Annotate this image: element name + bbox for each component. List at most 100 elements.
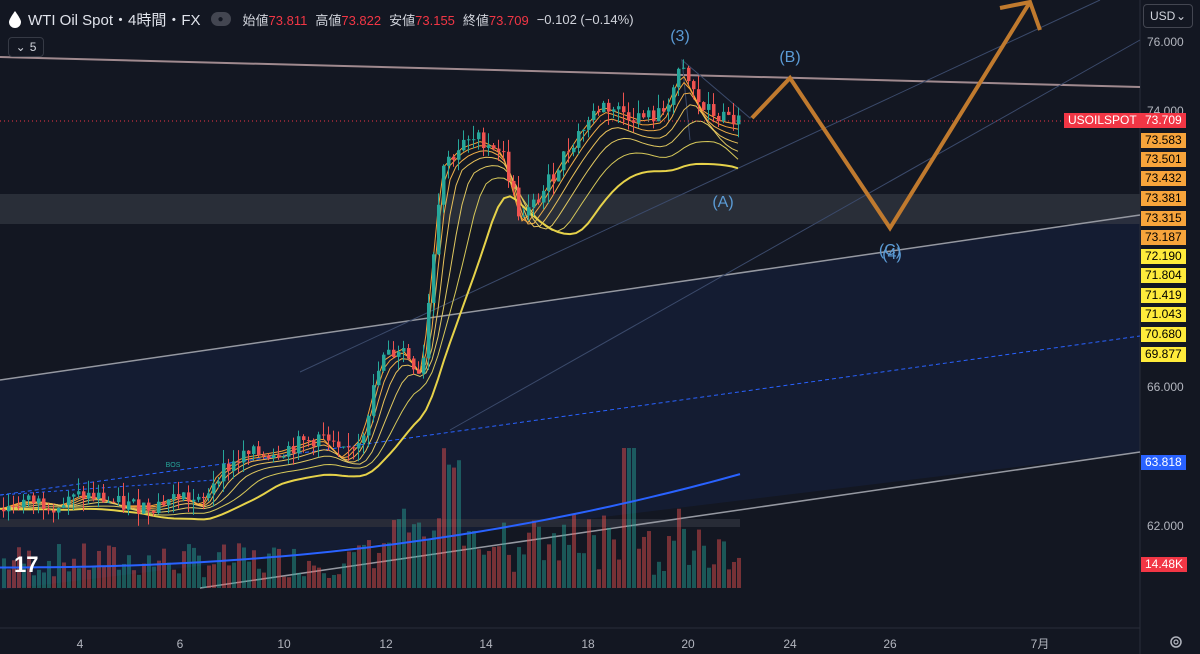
candle <box>512 180 516 188</box>
symbol-tag: USOILSPOT <box>1064 113 1141 128</box>
volume-bar <box>267 553 271 588</box>
candle <box>162 501 166 506</box>
candle <box>227 463 231 471</box>
volume-bar <box>467 531 471 588</box>
y-tick-label: 76.000 <box>1147 35 1184 49</box>
candle <box>62 505 66 508</box>
change-value: −0.102 (−0.14%) <box>536 11 634 27</box>
candle <box>507 151 511 181</box>
volume-bar <box>302 576 306 588</box>
volume-bar <box>447 464 451 588</box>
candle <box>267 455 271 458</box>
candle <box>82 491 86 499</box>
currency-select[interactable]: USD ⌄ <box>1143 4 1193 28</box>
candle <box>552 174 556 182</box>
volume-bar <box>152 566 156 588</box>
candle <box>142 502 146 514</box>
volume-bar <box>172 569 176 588</box>
volume-bar <box>472 530 476 588</box>
x-tick-label: 10 <box>277 637 291 651</box>
volume-bar <box>187 544 191 588</box>
low-value: 安値73.155 <box>389 12 455 28</box>
svg-text:17: 17 <box>14 552 38 577</box>
candle <box>52 510 56 513</box>
candle <box>197 496 201 500</box>
y-tick-label: 66.000 <box>1147 380 1184 394</box>
wave-label: (A) <box>712 194 733 211</box>
volume-bar <box>92 566 96 588</box>
candle <box>337 441 341 448</box>
volume-bar <box>387 542 391 588</box>
candle <box>102 492 106 502</box>
volume-bar <box>292 548 296 588</box>
volume-bar <box>247 561 251 588</box>
candle <box>387 349 391 355</box>
volume-bar <box>197 555 201 588</box>
volume-bar <box>322 573 326 588</box>
candle <box>617 106 621 110</box>
volume-bar <box>177 573 181 588</box>
gear-icon[interactable] <box>1168 634 1184 650</box>
candle <box>717 115 721 122</box>
candle <box>397 351 401 357</box>
candle <box>572 147 576 153</box>
candle <box>277 455 281 458</box>
channel-mid-line <box>0 335 1141 496</box>
candle <box>412 358 416 370</box>
candle <box>47 509 51 511</box>
candle <box>382 354 386 371</box>
volume-bar <box>577 552 581 588</box>
candle <box>182 492 186 500</box>
candle <box>92 492 96 499</box>
price-tag: 70.680 <box>1141 327 1186 342</box>
candle <box>252 446 256 455</box>
volume-bar <box>32 575 36 588</box>
candle <box>622 106 626 113</box>
volume-bar <box>567 544 571 588</box>
volume-bar <box>442 448 446 588</box>
volume-bar <box>67 571 71 588</box>
volume-bar <box>357 545 361 588</box>
candle <box>462 139 466 151</box>
candle <box>27 495 31 500</box>
candle <box>122 495 126 510</box>
candle <box>472 139 476 141</box>
volume-bar <box>677 508 681 588</box>
candle <box>537 199 541 203</box>
candle <box>207 493 211 499</box>
candle <box>627 112 631 121</box>
candle <box>692 81 696 90</box>
indicator-collapse-button[interactable]: ⌄ 5 <box>8 37 44 57</box>
volume-bar <box>42 572 46 588</box>
volume-bar <box>657 561 661 588</box>
volume-bar <box>192 547 196 588</box>
volume-bar <box>722 541 726 588</box>
candle <box>597 110 601 113</box>
volume-bar <box>687 564 691 588</box>
candle <box>547 174 551 191</box>
candle <box>682 67 686 69</box>
candle <box>347 446 351 448</box>
eye-icon[interactable]: ● <box>210 12 231 26</box>
volume-bar <box>327 577 331 588</box>
symbol-title[interactable]: WTI Oil Spot・4時間・FX <box>28 11 201 29</box>
volume-bar <box>367 540 371 588</box>
candle <box>302 436 306 441</box>
candle <box>7 506 11 512</box>
chevron-down-icon: ⌄ <box>1175 9 1186 23</box>
wave-label: (3) <box>670 28 690 45</box>
volume-bar <box>7 569 11 588</box>
candle <box>327 434 331 441</box>
x-tick-label: 24 <box>783 637 797 651</box>
candle <box>112 501 116 503</box>
candle <box>192 499 196 502</box>
candle <box>672 87 676 105</box>
volume-bar <box>47 560 51 588</box>
volume-bar <box>582 553 586 588</box>
candle <box>367 415 371 436</box>
fan-line-2 <box>449 39 1141 431</box>
volume-bar <box>692 550 696 588</box>
volume-bar <box>497 546 501 588</box>
volume-bar <box>617 559 621 588</box>
